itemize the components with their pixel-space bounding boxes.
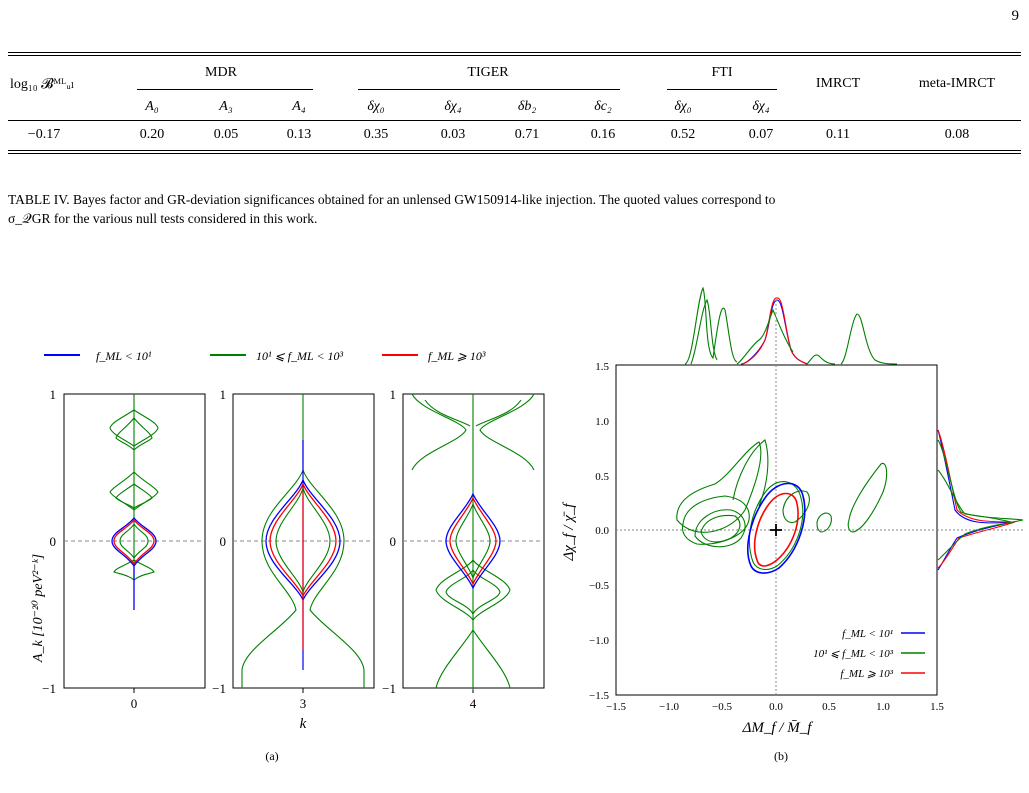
panel-k3: 1 0 −1 3 k (212, 387, 375, 732)
fig-a-xtick-3: 3 (300, 696, 307, 711)
fig-b-sublabel: (b) (774, 749, 788, 763)
fig-b-blue-contour (747, 482, 806, 574)
fig-b-green-contours (676, 439, 888, 571)
fig-b-top-marginal (684, 286, 898, 365)
value-meta-imrct: 0.08 (944, 127, 970, 142)
injection-marker (770, 524, 782, 536)
fig-b-legend-red: f_ML ⩾ 10³ (840, 668, 893, 680)
value-imrct: 0.11 (826, 127, 850, 142)
col-a3: A₃ (219, 99, 233, 114)
fig-b-xtick-4: 0.5 (822, 701, 836, 713)
fig-a-ytick-0-p3: 0 (220, 534, 227, 549)
col-tiger-c2: δc₂ (594, 99, 612, 114)
fig-a-ylabel: A_k [10⁻²⁰ peV²⁻ᵏ] (31, 554, 46, 663)
table-bottom-rule-2 (8, 153, 1021, 154)
fig-a-legend-red: f_ML ⩾ 10³ (428, 349, 486, 363)
row-header: log₁₀ 𝓑ᴹᴸᵤₗ (10, 77, 75, 92)
panel-k4: 1 0 −1 4 (382, 387, 545, 711)
page-number: 9 (1011, 8, 1020, 24)
group-tiger: TIGER (467, 65, 509, 80)
caption-line-2: σ_𝒬GR for the various null tests conside… (8, 211, 318, 226)
group-rule-mdr (137, 89, 313, 90)
fig-b-ytick-0: 1.5 (595, 361, 609, 373)
fig-b-xtick-6: 1.5 (930, 701, 944, 713)
figure-b: 1.5 1.0 0.5 0.0 −0.5 −1.0 −1.5 −1.5 −1.0… (561, 286, 1025, 763)
col-imrct: IMRCT (815, 76, 861, 91)
fig-a-ytick-1: 1 (50, 387, 57, 402)
fig-b-ytick-2: 0.5 (595, 471, 609, 483)
value-a3: 0.05 (213, 127, 239, 142)
table-bottom-rule (8, 150, 1021, 151)
fig-a-ytick-1-p4: 1 (390, 387, 397, 402)
fig-b-xtick-0: −1.5 (606, 701, 626, 713)
col-a4: A₄ (292, 99, 306, 114)
value-tiger-c2: 0.16 (590, 127, 616, 142)
col-meta-imrct: meta-IMRCT (918, 76, 996, 91)
fig-b-xtick-3: 0.0 (769, 701, 783, 713)
table-top-rule-2 (8, 55, 1021, 56)
fig-b-right-marginal (937, 429, 1024, 571)
value-tiger-chi0: 0.35 (363, 127, 389, 142)
fig-b-ylabel: Δχ_f / χ̄_f (561, 502, 577, 562)
value-a4: 0.13 (286, 127, 312, 142)
fig-b-legend-green: 10¹ ⩽ f_ML < 10³ (813, 648, 894, 660)
fig-a-xtick-4: 4 (470, 696, 477, 711)
value-fti-chi4: 0.07 (748, 127, 774, 142)
caption-line-1: TABLE IV. Bayes factor and GR-deviation … (8, 192, 776, 207)
fig-a-ytick-1-p3: 1 (220, 387, 227, 402)
fig-b-xtick-5: 1.0 (876, 701, 890, 713)
group-rule-tiger (358, 89, 620, 90)
fig-a-ytick-m1: −1 (42, 681, 56, 696)
table-top-rule (8, 52, 1021, 53)
group-rule-fti (667, 89, 777, 90)
fig-b-legend-blue: f_ML < 10¹ (842, 628, 893, 640)
col-tiger-b2: δb₂ (517, 99, 537, 114)
fig-b-xlabel: ΔM_f / M̄_f (742, 720, 814, 736)
fig-b-ytick-1: 1.0 (595, 416, 609, 428)
fig-a-legend-blue: f_ML < 10¹ (96, 349, 152, 363)
fig-a-ytick-0-p4: 0 (390, 534, 397, 549)
value-fti-chi0: 0.52 (670, 127, 696, 142)
fig-a-xtick-0: 0 (131, 696, 138, 711)
value-tiger-b2: 0.71 (514, 127, 540, 142)
fig-a-legend-green: 10¹ ⩽ f_ML < 10³ (256, 349, 344, 363)
value-bayes: −0.17 (27, 127, 61, 142)
figure-a: f_ML < 10¹ 10¹ ⩽ f_ML < 10³ f_ML ⩾ 10³ A… (31, 349, 545, 763)
table-caption: TABLE IV. Bayes factor and GR-deviation … (8, 190, 1021, 228)
fig-a-ytick-m1-p4: −1 (382, 681, 396, 696)
col-tiger-chi0: δχ₀ (367, 99, 385, 114)
group-mdr: MDR (205, 65, 237, 80)
group-fti: FTI (711, 65, 733, 80)
fig-b-red-contour (753, 492, 799, 567)
fig-a-xlabel: k (300, 716, 307, 732)
fig-b-ytick-3: 0.0 (595, 525, 609, 537)
table-mid-rule (8, 120, 1021, 121)
fig-b-xtick-2: −0.5 (712, 701, 732, 713)
value-a0: 0.20 (139, 127, 165, 142)
fig-a-legend: f_ML < 10¹ 10¹ ⩽ f_ML < 10³ f_ML ⩾ 10³ (44, 349, 486, 363)
fig-a-sublabel: (a) (265, 749, 278, 763)
fig-b-main-axes: 1.5 1.0 0.5 0.0 −0.5 −1.0 −1.5 −1.5 −1.0… (561, 300, 1025, 736)
col-a0: A₀ (145, 99, 159, 114)
value-tiger-chi4: 0.03 (440, 127, 466, 142)
col-tiger-chi4: δχ₄ (444, 99, 462, 114)
fig-b-ytick-4: −0.5 (589, 580, 609, 592)
fig-b-ytick-5: −1.0 (589, 635, 609, 647)
col-fti-chi0: δχ₀ (674, 99, 692, 114)
fig-a-ytick-0: 0 (50, 534, 57, 549)
fig-b-xtick-1: −1.0 (659, 701, 679, 713)
col-fti-chi4: δχ₄ (752, 99, 770, 114)
panel-k0: 1 0 −1 0 (42, 387, 206, 711)
fig-a-ytick-m1-p3: −1 (212, 681, 226, 696)
fig-b-legend: f_ML < 10¹ 10¹ ⩽ f_ML < 10³ f_ML ⩾ 10³ (813, 628, 925, 680)
fig-b-ytick-6: −1.5 (589, 690, 609, 702)
